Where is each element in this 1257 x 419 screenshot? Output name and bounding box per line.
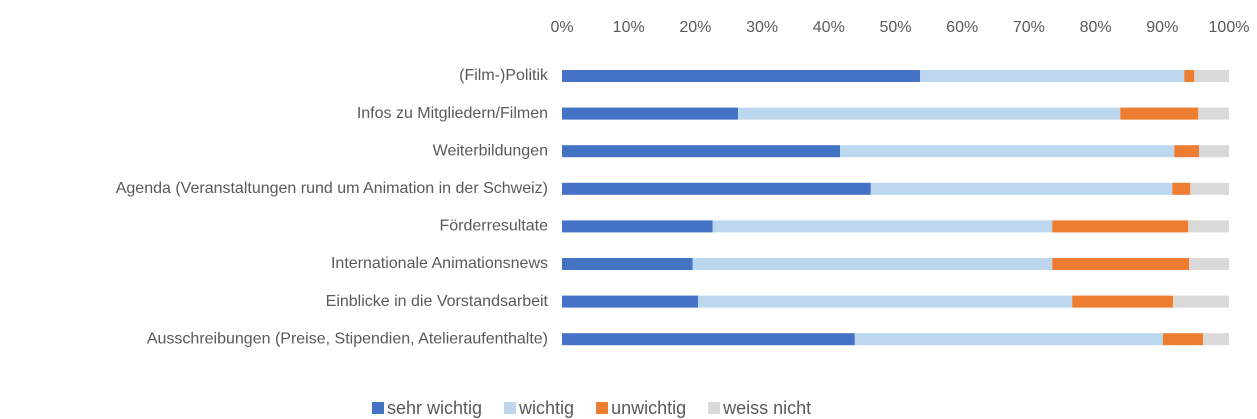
bar-segment — [854, 333, 1163, 346]
bar-segment — [1174, 145, 1199, 158]
bar-segment — [562, 220, 713, 233]
bar-segment — [712, 220, 1053, 233]
x-tick-label: 10% — [613, 19, 645, 36]
bar-segment — [692, 258, 1053, 270]
bar-segment — [1052, 258, 1189, 270]
bar-segment — [1052, 220, 1189, 233]
bar-segment — [1194, 70, 1229, 82]
bar-segment — [562, 295, 699, 308]
legend-label: sehr wichtig — [387, 398, 482, 418]
category-label: Weiterbildungen — [433, 142, 548, 159]
legend-swatch — [596, 402, 609, 414]
x-tick-label: 30% — [746, 19, 778, 36]
bar-segment — [1202, 333, 1229, 346]
bar-segment — [1172, 182, 1191, 195]
bar-segment — [738, 107, 1121, 120]
bar-segment — [562, 70, 921, 82]
category-label: Internationale Animationsnews — [331, 255, 548, 272]
bar-segment — [562, 182, 871, 195]
bar-segment — [1120, 107, 1199, 120]
category-label: Einblicke in die Vorstandsarbeit — [326, 293, 549, 310]
x-tick-label: 100% — [1209, 19, 1250, 36]
bar-segment — [1072, 295, 1173, 308]
bar-segment — [870, 182, 1173, 195]
x-tick-label: 50% — [879, 19, 911, 36]
x-tick-label: 80% — [1080, 19, 1112, 36]
bar-segment — [1190, 182, 1229, 195]
legend-label: weiss nicht — [722, 398, 811, 418]
x-tick-label: 20% — [679, 19, 711, 36]
bar-segment — [1184, 70, 1195, 82]
x-tick-label: 0% — [550, 19, 573, 36]
category-label: Ausschreibungen (Preise, Stipendien, Ate… — [147, 330, 548, 347]
x-tick-label: 60% — [946, 19, 978, 36]
legend-swatch — [708, 402, 721, 414]
bar-segment — [562, 333, 855, 346]
category-label: Förderresultate — [440, 218, 549, 235]
bar-segment — [1172, 295, 1229, 308]
x-tick-label: 40% — [813, 19, 845, 36]
category-label: (Film-)Politik — [459, 67, 549, 84]
bar-segment — [562, 258, 693, 270]
bar-segment — [840, 145, 1175, 158]
legend-label: unwichtig — [611, 398, 686, 418]
category-label: Infos zu Mitgliedern/Filmen — [357, 105, 548, 122]
x-tick-label: 90% — [1146, 19, 1178, 36]
legend-swatch — [372, 402, 384, 414]
category-label: Agenda (Veranstaltungen rund um Animatio… — [116, 180, 548, 197]
bar-segment — [1188, 258, 1229, 270]
bar-segment — [562, 107, 739, 120]
legend-label: wichtig — [518, 398, 574, 418]
bar-segment — [698, 295, 1073, 308]
bar-segment — [1198, 145, 1229, 158]
bar-segment — [1162, 333, 1203, 346]
x-tick-label: 70% — [1013, 19, 1045, 36]
bar-segment — [1188, 220, 1229, 233]
bar-segment — [562, 145, 841, 158]
bar-segment — [1198, 107, 1229, 120]
bar-segment — [920, 70, 1185, 82]
legend-swatch — [504, 402, 517, 414]
